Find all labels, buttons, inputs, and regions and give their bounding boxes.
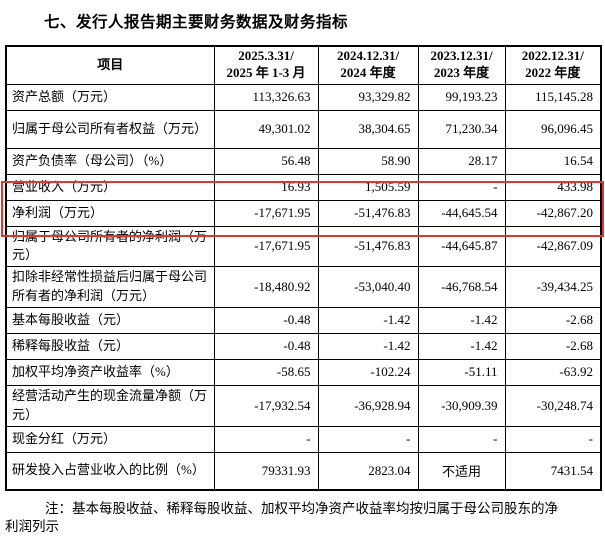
row-label: 营业收入（万元） bbox=[5, 173, 215, 201]
cell-value: - bbox=[504, 425, 602, 453]
cell-value: -36,928.94 bbox=[317, 384, 419, 427]
cell-value: -58.65 bbox=[213, 358, 319, 386]
financial-indicators-table: 项目 2025.3.31/2025 年 1-3 月 2024.12.31/202… bbox=[5, 45, 602, 492]
cell-value: 79331.93 bbox=[213, 451, 319, 491]
cell-value: -1.42 bbox=[417, 332, 506, 360]
table-row: 归属于母公司所有者的净利润（万元） -17,671.95 -51,476.83 -44… bbox=[5, 225, 602, 268]
cell-value: -2.68 bbox=[504, 332, 602, 360]
cell-value: - bbox=[417, 173, 506, 201]
cell-value: -42,867.09 bbox=[504, 225, 602, 268]
cell-value: -2.68 bbox=[504, 306, 602, 334]
table-header: 项目 2025.3.31/2025 年 1-3 月 2024.12.31/202… bbox=[5, 45, 602, 85]
cell-value: 不适用 bbox=[417, 451, 506, 491]
cell-value: -17,671.95 bbox=[213, 225, 319, 268]
cell-value: - bbox=[317, 425, 419, 453]
table-body: 资产总额（万元） 113,326.63 93,329.82 99,193.23 115,… bbox=[5, 83, 602, 491]
cell-value: -30,909.39 bbox=[417, 384, 506, 427]
column-header-2025q1: 2025.3.31/2025 年 1-3 月 bbox=[213, 45, 319, 85]
cell-value: -53,040.40 bbox=[317, 266, 419, 308]
cell-value: -46,768.54 bbox=[417, 266, 506, 308]
cell-value: -102.24 bbox=[317, 358, 419, 386]
cell-value: -30,248.74 bbox=[504, 384, 602, 427]
table-row: 经营活动产生的现金流量净额（万元） -17,932.54 -36,928.94 -30… bbox=[5, 384, 602, 427]
table-row: 研发投入占营业收入的比例（%） 79331.93 2823.04 不适用 7431.54 bbox=[5, 451, 602, 491]
row-label: 基本每股收益（元） bbox=[5, 306, 215, 334]
row-label: 归属于母公司所有者权益（万元） bbox=[5, 109, 215, 149]
cell-value: 115,145.28 bbox=[504, 83, 602, 111]
table-row: 现金分红（万元） - - - - bbox=[5, 425, 602, 453]
table-row: 资产负债率（母公司）（%） 56.48 58.90 28.17 16.54 bbox=[5, 147, 602, 175]
cell-value: -51,476.83 bbox=[317, 199, 419, 227]
row-label: 资产负债率（母公司）（%） bbox=[5, 147, 215, 175]
cell-value: -42,867.20 bbox=[504, 199, 602, 227]
column-header-2023: 2023.12.31/2023 年度 bbox=[417, 45, 506, 85]
cell-value: 93,329.82 bbox=[317, 83, 419, 111]
column-header-2022: 2022.12.31/2022 年度 bbox=[504, 45, 602, 85]
cell-value: 1,505.59 bbox=[317, 173, 419, 201]
cell-value: 58.90 bbox=[317, 147, 419, 175]
row-label: 稀释每股收益（元） bbox=[5, 332, 215, 360]
cell-value: -51.11 bbox=[417, 358, 506, 386]
cell-value: 38,304.65 bbox=[317, 109, 419, 149]
row-label: 资产总额（万元） bbox=[5, 83, 215, 111]
cell-value: -1.42 bbox=[317, 332, 419, 360]
table-row: 扣除非经常性损益后归属于母公司所有者的净利润（万元） -18,480.92 -53,… bbox=[5, 266, 602, 308]
cell-value: 96,096.45 bbox=[504, 109, 602, 149]
cell-value: -17,671.95 bbox=[213, 199, 319, 227]
table-row: 加权平均净资产收益率（%） -58.65 -102.24 -51.11 -63.92 bbox=[5, 358, 602, 386]
cell-value: -0.48 bbox=[213, 306, 319, 334]
cell-value: -51,476.83 bbox=[317, 225, 419, 268]
cell-value: 56.48 bbox=[213, 147, 319, 175]
row-label: 扣除非经常性损益后归属于母公司所有者的净利润（万元） bbox=[5, 266, 215, 308]
column-header-2024: 2024.12.31/2024 年度 bbox=[317, 45, 419, 85]
table-row: 营业收入（万元） 16.93 1,505.59-433.98 bbox=[5, 173, 602, 201]
cell-value: 433.98 bbox=[504, 173, 602, 201]
header-row: 项目 2025.3.31/2025 年 1-3 月 2024.12.31/202… bbox=[5, 45, 602, 85]
footnote: 注：基本每股收益、稀释每股收益、加权平均净资产收益率均按归属于母公司股东的净利润… bbox=[5, 501, 558, 535]
cell-value: -44,645.54 bbox=[417, 199, 506, 227]
cell-value: 113,326.63 bbox=[213, 83, 319, 111]
table-row: 基本每股收益（元） -0.48 -1.42 -1.42 -2.68 bbox=[5, 306, 602, 334]
cell-value: -1.42 bbox=[317, 306, 419, 334]
row-label: 研发投入占营业收入的比例（%） bbox=[5, 451, 215, 491]
table-row: 归属于母公司所有者权益（万元） 49,301.02 38,304.65 71,230.… bbox=[5, 109, 602, 149]
cell-value: 7431.54 bbox=[504, 451, 602, 491]
cell-value: - bbox=[417, 425, 506, 453]
cell-value: -1.42 bbox=[417, 306, 506, 334]
cell-value: -39,434.25 bbox=[504, 266, 602, 308]
cell-value: 71,230.34 bbox=[417, 109, 506, 149]
page-title: 七、发行人报告期主要财务数据及财务指标 bbox=[44, 14, 349, 31]
cell-value: 16.54 bbox=[504, 147, 602, 175]
cell-value: -17,932.54 bbox=[213, 384, 319, 427]
cell-value: 99,193.23 bbox=[417, 83, 506, 111]
row-label: 加权平均净资产收益率（%） bbox=[5, 358, 215, 386]
row-label: 归属于母公司所有者的净利润（万元） bbox=[5, 225, 215, 268]
cell-value: 2823.04 bbox=[317, 451, 419, 491]
row-label: 经营活动产生的现金流量净额（万元） bbox=[5, 384, 215, 427]
table-row: 资产总额（万元） 113,326.63 93,329.82 99,193.23 115,… bbox=[5, 83, 602, 111]
cell-value: 16.93 bbox=[213, 173, 319, 201]
cell-value: -18,480.92 bbox=[213, 266, 319, 308]
table-row: 稀释每股收益（元） -0.48 -1.42 -1.42 -2.68 bbox=[5, 332, 602, 360]
column-header-item: 项目 bbox=[5, 45, 215, 85]
cell-value: 28.17 bbox=[417, 147, 506, 175]
row-label: 净利润（万元） bbox=[5, 199, 215, 227]
cell-value: -44,645.87 bbox=[417, 225, 506, 268]
cell-value: 49,301.02 bbox=[213, 109, 319, 149]
cell-value: -63.92 bbox=[504, 358, 602, 386]
table-row: 净利润（万元） -17,671.95 -51,476.83 -44,645.54 -42… bbox=[5, 199, 602, 227]
cell-value: - bbox=[213, 425, 319, 453]
row-label: 现金分红（万元） bbox=[5, 425, 215, 453]
cell-value: -0.48 bbox=[213, 332, 319, 360]
